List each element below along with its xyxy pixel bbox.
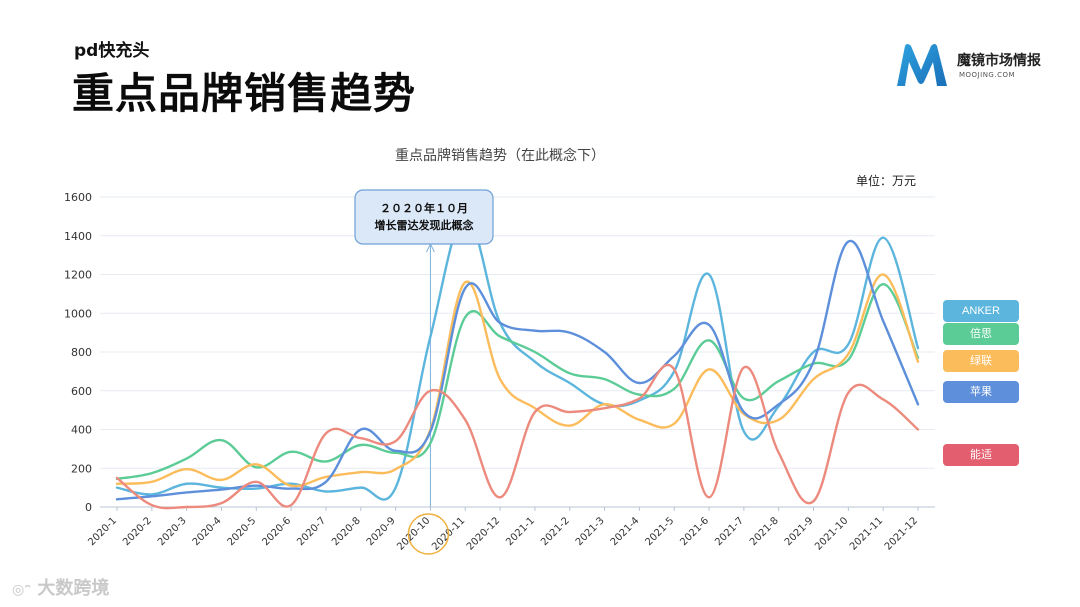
- y-tick-label: 0: [85, 501, 92, 514]
- annotation-highlight-circle: [407, 513, 450, 555]
- logo-sub: MOOJING.COM: [959, 71, 1016, 79]
- chart-title: 重点品牌销售趋势（在此概念下）: [395, 148, 605, 164]
- x-tick-label: 2020-1: [86, 515, 119, 548]
- annotation-arrow: [425, 242, 435, 253]
- series-line-绿联: [115, 273, 920, 488]
- page-subtitle: pd快充头: [74, 41, 150, 61]
- y-tick-label: 1000: [64, 307, 92, 320]
- series-line-能适: [115, 363, 920, 510]
- x-tick-label: 2020-11: [430, 515, 467, 552]
- x-tick-label: 2021-1: [504, 515, 537, 548]
- x-tick-label: 2021-6: [678, 515, 711, 548]
- watermark-text: 大数跨境: [37, 578, 110, 599]
- moojing-logo: 魔镜市场情报 MOOJING.COM: [893, 40, 1063, 92]
- x-tick-label: 2020-6: [260, 515, 293, 548]
- annotation-box: [354, 189, 494, 245]
- x-tick-label: 2020-9: [365, 515, 398, 548]
- legend-item-能适[interactable]: 能适: [943, 444, 1019, 466]
- page-title: 重点品牌销售趋势: [72, 69, 417, 118]
- legend-item-倍思[interactable]: 倍思: [943, 323, 1019, 345]
- series-line-苹果: [115, 239, 920, 501]
- y-tick-label: 600: [71, 385, 92, 398]
- x-tick-label: 2020-2: [121, 515, 154, 548]
- y-tick-label: 800: [71, 346, 92, 359]
- x-tick-label: 2021-12: [883, 515, 920, 552]
- watermark-icon: ◎ᵔ: [12, 582, 32, 598]
- x-tick-label: 2020-4: [191, 515, 224, 548]
- x-tick-label: 2021-7: [713, 515, 746, 548]
- y-tick-label: 400: [71, 424, 92, 437]
- legend-item-苹果[interactable]: 苹果: [943, 381, 1019, 403]
- unit-label: 单位：万元: [856, 174, 917, 188]
- x-tick-label: 2020-5: [226, 515, 259, 548]
- annotation-line2: 增长雷达发现此概念: [375, 218, 475, 232]
- x-tick-label: 2021-10: [813, 515, 850, 552]
- watermark: ◎ᵔ 大数跨境: [12, 574, 109, 600]
- annotation-line1: ２０２０年１０月: [380, 201, 468, 215]
- x-tick-label: 2020-3: [156, 515, 189, 548]
- y-tick-label: 200: [71, 462, 92, 475]
- x-tick-label: 2020-7: [295, 515, 328, 548]
- x-tick-label: 2021-2: [539, 515, 572, 548]
- x-tick-label: 2020-8: [330, 515, 363, 548]
- legend-item-绿联[interactable]: 绿联: [943, 350, 1019, 372]
- x-tick-label: 2020-10: [395, 515, 432, 552]
- legend-item-ANKER[interactable]: ANKER: [943, 300, 1019, 322]
- x-tick-label: 2020-12: [465, 515, 502, 552]
- x-tick-label: 2021-9: [783, 515, 816, 548]
- moojing-m-icon: [897, 44, 947, 86]
- series-line-倍思: [115, 282, 920, 481]
- y-tick-label: 1600: [64, 191, 92, 204]
- x-tick-label: 2021-5: [644, 515, 677, 548]
- y-tick-label: 1400: [64, 230, 92, 243]
- series-line-ANKER: [115, 215, 920, 501]
- x-tick-label: 2021-8: [748, 515, 781, 548]
- x-tick-label: 2021-11: [848, 515, 885, 552]
- x-tick-label: 2021-4: [609, 515, 642, 548]
- y-tick-label: 1200: [64, 269, 92, 282]
- logo-name: 魔镜市场情报: [957, 53, 1041, 69]
- x-tick-label: 2021-3: [574, 515, 607, 548]
